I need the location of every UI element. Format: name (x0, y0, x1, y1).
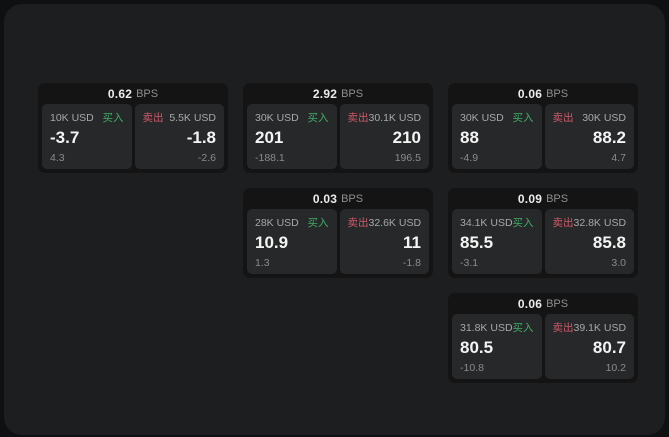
buy-price-value: 201 (255, 128, 284, 148)
sell-panel[interactable]: 卖出 39.1K USD 80.7 10.2 (544, 314, 634, 379)
buy-side-label: 买入 (512, 322, 534, 334)
buy-side-label: 买入 (102, 112, 124, 124)
sell-price-value: 88.2 (592, 128, 626, 148)
quote-card[interactable]: 0.09 BPS 34.1K USD 买入 85.5 -3.1 卖出 32.8K… (448, 188, 638, 278)
sell-notional-label: 30K USD (582, 112, 626, 124)
bps-unit-label: BPS (136, 87, 159, 100)
sell-price-value: 85.8 (592, 233, 626, 253)
sell-notional-label: 39.1K USD (573, 322, 627, 334)
sell-position-value: 196.5 (394, 152, 421, 164)
buy-panel[interactable]: 31.8K USD 买入 80.5 -10.8 (452, 314, 542, 379)
sell-panel[interactable]: 卖出 5.5K USD -1.8 -2.6 (134, 104, 224, 169)
sell-side-label: 卖出 (552, 217, 574, 229)
sell-notional-label: 32.8K USD (573, 217, 627, 229)
bps-header: 2.92 BPS (243, 83, 433, 104)
bps-value: 2.92 (312, 86, 338, 101)
bps-value: 0.06 (517, 296, 543, 311)
buy-side-label: 买入 (307, 112, 329, 124)
bps-header: 0.62 BPS (38, 83, 228, 104)
buy-position-value: -3.1 (460, 257, 479, 269)
bps-unit-label: BPS (546, 87, 569, 100)
sell-panel[interactable]: 卖出 30K USD 88.2 4.7 (544, 104, 634, 169)
sell-notional-label: 32.6K USD (368, 217, 422, 229)
buy-notional-label: 10K USD (50, 112, 94, 124)
bps-header: 0.06 BPS (448, 293, 638, 314)
buy-side-label: 买入 (512, 112, 534, 124)
buy-price-value: 85.5 (460, 233, 494, 253)
quote-grid: 0.62 BPS 10K USD 买入 -3.7 4.3 卖出 5.5K USD (38, 83, 638, 383)
buy-notional-label: 30K USD (255, 112, 299, 124)
buy-price-value: -3.7 (50, 128, 80, 148)
buy-price-value: 88 (460, 128, 479, 148)
sell-side-label: 卖出 (552, 112, 574, 124)
main-panel: 0.62 BPS 10K USD 买入 -3.7 4.3 卖出 5.5K USD (4, 4, 665, 435)
sell-panel[interactable]: 卖出 32.8K USD 85.8 3.0 (544, 209, 634, 274)
bps-value: 0.62 (107, 86, 133, 101)
bps-value: 0.03 (312, 191, 338, 206)
buy-notional-label: 31.8K USD (460, 322, 513, 334)
buy-side-label: 买入 (307, 217, 329, 229)
quote-card[interactable]: 0.06 BPS 30K USD 买入 88 -4.9 卖出 30K USD (448, 83, 638, 173)
bps-value: 0.09 (517, 191, 543, 206)
sell-side-label: 卖出 (142, 112, 164, 124)
sell-side-label: 卖出 (347, 112, 369, 124)
sell-position-value: 4.7 (611, 152, 626, 164)
buy-notional-label: 30K USD (460, 112, 504, 124)
buy-position-value: -188.1 (255, 152, 285, 164)
buy-panel[interactable]: 30K USD 买入 201 -188.1 (247, 104, 337, 169)
buy-panel[interactable]: 30K USD 买入 88 -4.9 (452, 104, 542, 169)
buy-panel[interactable]: 34.1K USD 买入 85.5 -3.1 (452, 209, 542, 274)
sell-price-value: 80.7 (592, 338, 626, 358)
quote-card[interactable]: 2.92 BPS 30K USD 买入 201 -188.1 卖出 30.1K … (243, 83, 433, 173)
buy-price-value: 10.9 (255, 233, 289, 253)
sell-price-value: 210 (392, 128, 421, 148)
buy-position-value: 4.3 (50, 152, 65, 164)
sell-side-label: 卖出 (347, 217, 369, 229)
sell-panel[interactable]: 卖出 32.6K USD 11 -1.8 (339, 209, 429, 274)
sell-notional-label: 30.1K USD (368, 112, 422, 124)
sell-side-label: 卖出 (552, 322, 574, 334)
sell-panel[interactable]: 卖出 30.1K USD 210 196.5 (339, 104, 429, 169)
buy-position-value: -10.8 (460, 362, 484, 374)
quote-card[interactable]: 0.62 BPS 10K USD 买入 -3.7 4.3 卖出 5.5K USD (38, 83, 228, 173)
buy-notional-label: 28K USD (255, 217, 299, 229)
buy-panel[interactable]: 28K USD 买入 10.9 1.3 (247, 209, 337, 274)
sell-price-value: -1.8 (186, 128, 216, 148)
bps-unit-label: BPS (341, 192, 364, 205)
buy-panel[interactable]: 10K USD 买入 -3.7 4.3 (42, 104, 132, 169)
bps-header: 0.03 BPS (243, 188, 433, 209)
sell-notional-label: 5.5K USD (169, 112, 216, 124)
bps-unit-label: BPS (341, 87, 364, 100)
sell-position-value: 3.0 (611, 257, 626, 269)
quote-card[interactable]: 0.06 BPS 31.8K USD 买入 80.5 -10.8 卖出 39.1… (448, 293, 638, 383)
buy-position-value: -4.9 (460, 152, 479, 164)
buy-notional-label: 34.1K USD (460, 217, 513, 229)
sell-position-value: 10.2 (605, 362, 626, 374)
bps-unit-label: BPS (546, 192, 569, 205)
quote-card[interactable]: 0.03 BPS 28K USD 买入 10.9 1.3 卖出 32.6K US… (243, 188, 433, 278)
bps-unit-label: BPS (546, 297, 569, 310)
bps-value: 0.06 (517, 86, 543, 101)
buy-position-value: 1.3 (255, 257, 270, 269)
bps-header: 0.09 BPS (448, 188, 638, 209)
buy-price-value: 80.5 (460, 338, 494, 358)
sell-price-value: 11 (403, 233, 421, 253)
sell-position-value: -2.6 (197, 152, 216, 164)
buy-side-label: 买入 (512, 217, 534, 229)
bps-header: 0.06 BPS (448, 83, 638, 104)
sell-position-value: -1.8 (402, 257, 421, 269)
